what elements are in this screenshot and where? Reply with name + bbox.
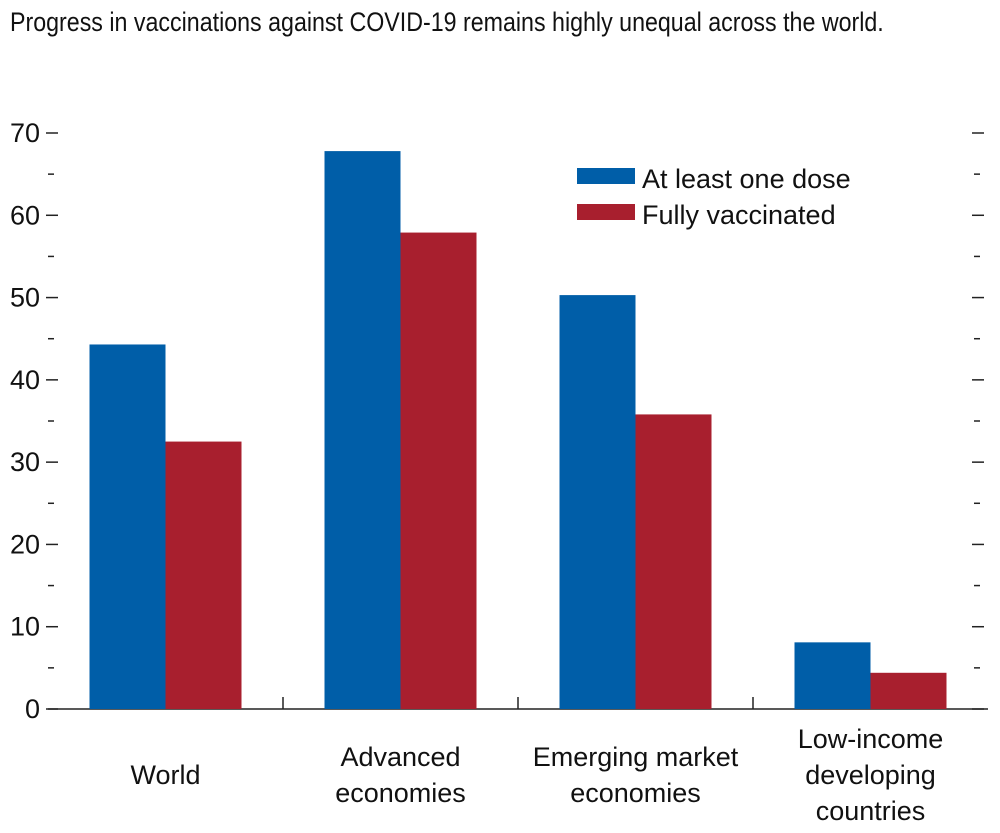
category-label: Emerging market (533, 742, 739, 772)
legend-label: Fully vaccinated (642, 200, 836, 230)
bars (89, 151, 947, 710)
y-tick-label: 60 (10, 200, 40, 230)
bar (165, 441, 242, 709)
category-label: World (130, 760, 200, 790)
category-label: countries (816, 796, 926, 826)
y-tick-label: 10 (10, 612, 40, 642)
y-tick-label: 30 (10, 447, 40, 477)
y-tick-label: 50 (10, 283, 40, 313)
legend: At least one dose Fully vaccinated (577, 164, 851, 230)
category-label: economies (335, 778, 466, 808)
y-tick-label: 20 (10, 529, 40, 559)
bar (635, 414, 712, 709)
y-tick-label: 70 (10, 118, 40, 148)
category-label: Low-income (798, 724, 944, 754)
category-label: developing (805, 760, 936, 790)
legend-swatch (577, 168, 635, 184)
chart-title: Progress in vaccinations against COVID-1… (10, 7, 884, 37)
category-label: economies (570, 778, 701, 808)
bar (89, 344, 166, 709)
bar (400, 232, 477, 709)
y-tick-label: 0 (25, 694, 40, 724)
bar (870, 672, 947, 709)
category-labels: World Advanced economies Emerging market eco… (130, 724, 943, 826)
y-tick-label: 40 (10, 365, 40, 395)
bar (794, 642, 871, 709)
bar (324, 151, 401, 710)
bar (559, 295, 636, 709)
legend-label: At least one dose (642, 164, 851, 194)
legend-swatch (577, 204, 635, 220)
category-label: Advanced (340, 742, 460, 772)
axes: 0 10 20 30 40 50 60 70 (10, 118, 988, 724)
